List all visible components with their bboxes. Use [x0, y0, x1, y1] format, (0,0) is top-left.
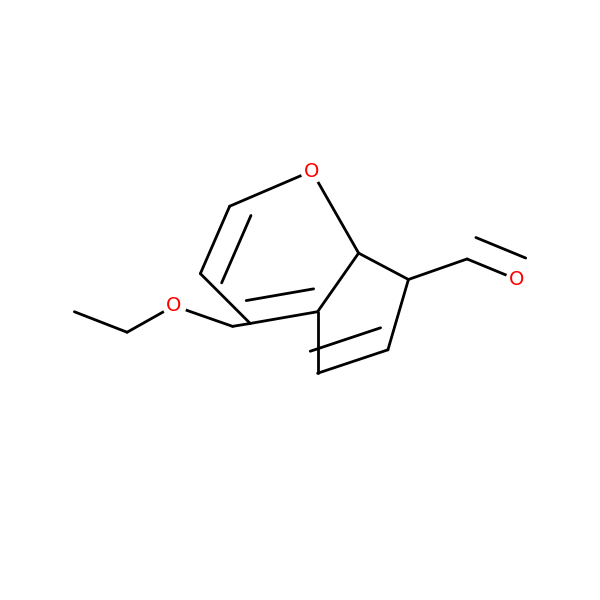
Text: O: O	[166, 296, 182, 316]
Text: O: O	[509, 270, 524, 289]
Text: O: O	[304, 161, 319, 181]
